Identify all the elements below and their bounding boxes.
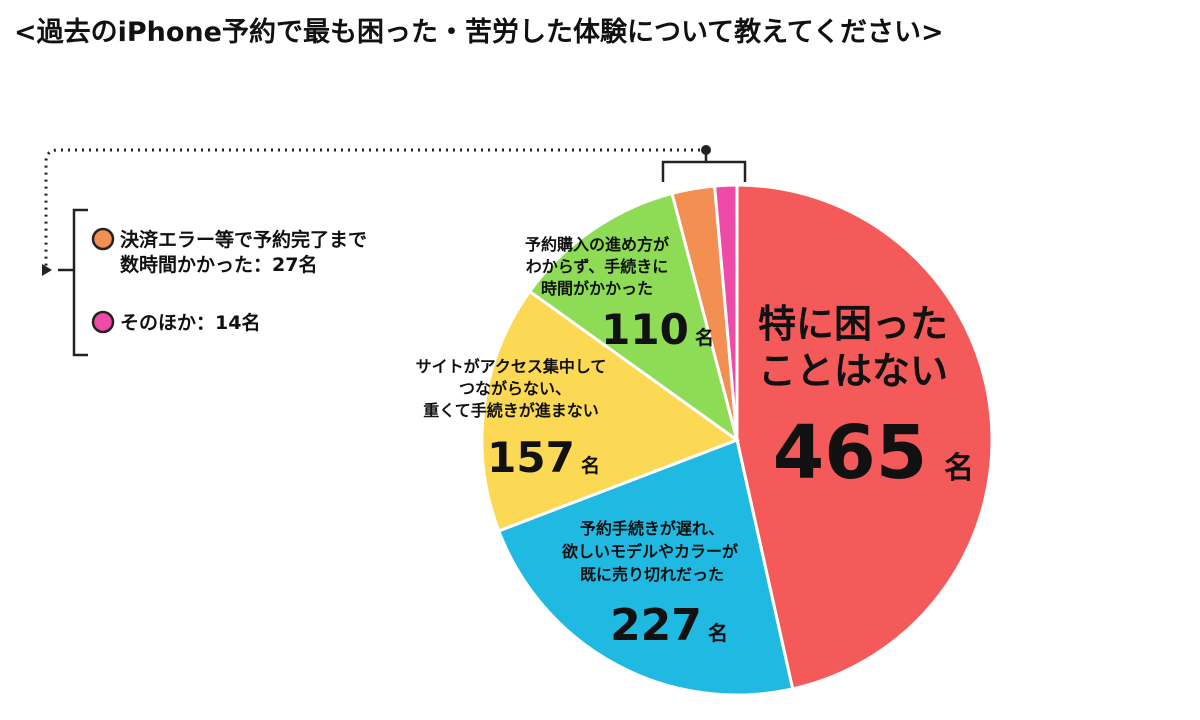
- legend-payment-swatch: [91, 227, 115, 251]
- pie-slice-procedure: [527, 191, 740, 444]
- bracket-dot: [701, 145, 711, 155]
- label-procedure: 予約購入の進め方が わからず、手続きに 時間がかかった 110 名: [525, 235, 714, 354]
- pie-slice-none: [735, 183, 994, 691]
- dotted-connector: [44, 148, 700, 270]
- legend-payment-line2: 数時間かかった：27名: [120, 253, 317, 276]
- none-text-2: ことはない: [758, 349, 948, 393]
- soldout-value: 227: [610, 600, 702, 651]
- access-unit: 名: [581, 454, 600, 477]
- access-text-1: サイトがアクセス集中して: [416, 357, 607, 376]
- legend-bracket: [58, 208, 88, 357]
- small-slices-bracket: [661, 150, 747, 182]
- none-unit: 名: [944, 451, 974, 486]
- procedure-value: 110: [601, 305, 689, 354]
- label-none: 特に困った ことはない 465 名: [758, 302, 974, 496]
- access-text-2: つながらない、: [459, 379, 571, 398]
- procedure-text-2: わからず、手続きに: [526, 257, 669, 276]
- pie-slice-other: [712, 183, 739, 441]
- legend-other-swatch: [91, 310, 115, 334]
- access-value: 157: [487, 433, 575, 482]
- label-soldout: 予約手続きが遅れ、 欲しいモデルやカラーが 既に売り切れだった 227 名: [561, 519, 738, 651]
- legend-payment-line1: 決済エラー等で予約完了まで: [120, 228, 367, 251]
- pie-slice-access: [480, 289, 741, 533]
- soldout-unit: 名: [708, 621, 728, 645]
- none-text-1: 特に困った: [758, 302, 948, 346]
- procedure-text-3: 時間がかかった: [541, 279, 653, 298]
- soldout-text-3: 既に売り切れだった: [580, 565, 724, 584]
- soldout-text-2: 欲しいモデルやカラーが: [561, 542, 738, 561]
- procedure-text-1: 予約購入の進め方が: [525, 235, 669, 254]
- legend-other-label: そのほか：14名: [120, 311, 260, 334]
- procedure-unit: 名: [695, 326, 714, 349]
- label-access: サイトがアクセス集中して つながらない、 重くて手続きが進まない 157 名: [416, 357, 607, 482]
- access-text-3: 重くて手続きが進まない: [423, 401, 599, 420]
- soldout-text-1: 予約手続きが遅れ、: [580, 519, 724, 538]
- connector-arrowhead: [42, 264, 52, 276]
- chart-title: <過去のiPhone予約で最も困った・苦労した体験について教えてください>: [14, 17, 944, 48]
- none-value: 465: [773, 410, 927, 496]
- pie-slices: [480, 183, 994, 697]
